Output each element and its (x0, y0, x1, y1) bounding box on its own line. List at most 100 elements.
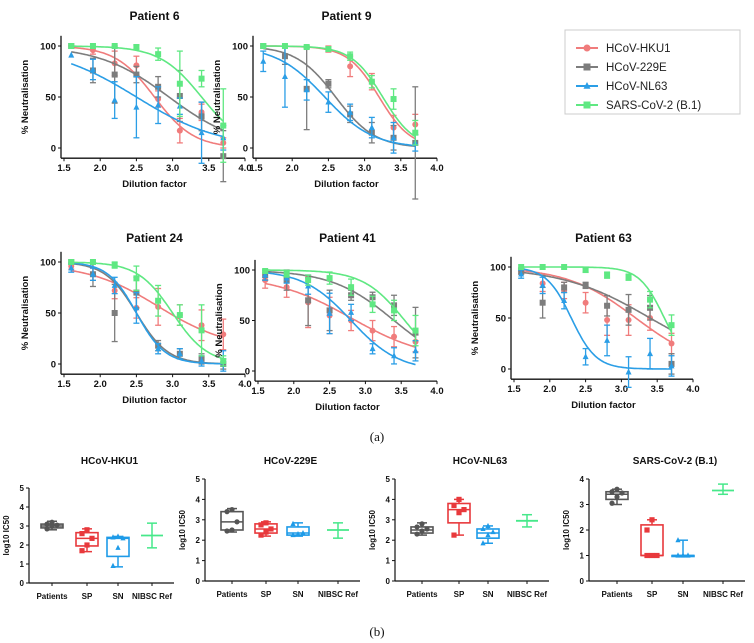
data-point (675, 537, 681, 543)
data-point (155, 297, 162, 304)
data-point (609, 489, 615, 495)
square-icon (583, 63, 591, 71)
y-axis-label: log10 IC50 (562, 509, 571, 550)
data-point (604, 302, 611, 309)
series-sars-cov-2-b-1- (518, 264, 675, 336)
y-tick-label: 50 (239, 316, 250, 327)
y-tick-label: 3 (196, 516, 201, 525)
y-tick-label: 4 (386, 495, 391, 504)
data-point (480, 540, 486, 546)
data-point (668, 340, 675, 347)
data-point (262, 271, 269, 278)
fit-curve (265, 282, 416, 348)
data-point (155, 101, 162, 108)
y-tick-label: 0 (580, 577, 585, 586)
y-tick-label: 1 (580, 552, 585, 561)
y-tick-label: 50 (495, 314, 506, 325)
data-point (79, 548, 85, 554)
data-point (325, 46, 332, 53)
x-tick-label: 4.0 (686, 384, 699, 395)
data-point (325, 98, 332, 105)
data-point (369, 327, 376, 334)
data-point (133, 103, 140, 110)
y-tick-label: 4 (580, 475, 585, 484)
y-tick-label: 100 (232, 42, 248, 53)
x-tick-label: 2.0 (286, 163, 299, 174)
data-point (561, 284, 568, 291)
y-tick-label: 5 (196, 475, 201, 484)
data-point (368, 78, 375, 85)
data-point (111, 96, 118, 103)
data-point (84, 542, 90, 548)
fit-curve (71, 45, 224, 122)
fit-curve (521, 266, 673, 333)
data-point (625, 306, 632, 313)
box-sn (671, 537, 695, 558)
box-patients (40, 519, 64, 532)
chart-title: Patient 9 (321, 9, 371, 23)
data-point (305, 297, 312, 304)
y-axis-label: % Neutralisation (20, 276, 31, 351)
data-point (412, 129, 419, 136)
legend-label: SARS-CoV-2 (B.1) (606, 100, 701, 112)
data-point (295, 530, 301, 537)
data-point (369, 301, 376, 308)
fit-curve (265, 270, 416, 338)
x-tick-label: SP (261, 590, 272, 599)
chart-patient-9: Patient 9 1.5 2.0 2.5 3.0 3.5 4.0 0 50 100 Dilutio… (212, 9, 444, 200)
data-point (111, 43, 118, 49)
fit-curve (71, 261, 224, 360)
x-axis-label: Dilution factor (571, 400, 636, 411)
box-sp (640, 517, 664, 559)
legend-item: SARS-CoV-2 (B.1) (576, 100, 701, 112)
data-point (155, 345, 162, 352)
y-axis-label: % Neutralisation (214, 283, 225, 358)
data-point (326, 275, 333, 282)
data-point (368, 124, 375, 130)
x-tick-label: SP (647, 590, 658, 599)
fit-curve (71, 269, 224, 339)
data-point (668, 322, 675, 329)
chart-patient-6: Patient 6 1.5 2.0 2.5 3.0 3.5 4.0 0 50 100 Dilutio… (20, 9, 252, 190)
data-point (115, 544, 121, 550)
box-patients (410, 521, 434, 537)
legend-label: HCoV-HKU1 (606, 43, 671, 55)
data-point (347, 53, 354, 60)
y-tick-label: 0 (501, 365, 506, 376)
y-tick-label: 100 (40, 42, 56, 53)
data-point (456, 496, 462, 502)
box-sp (447, 496, 471, 538)
data-point (518, 264, 525, 270)
data-point (68, 51, 75, 58)
data-point (561, 297, 568, 304)
y-tick-label: 100 (490, 263, 506, 274)
data-point (326, 309, 333, 316)
data-point (268, 526, 274, 532)
x-tick-label: 1.5 (249, 163, 263, 174)
fit-curve (262, 52, 416, 147)
x-tick-label: 4.0 (430, 386, 443, 397)
x-tick-label: 3.5 (395, 386, 409, 397)
data-point (582, 282, 589, 289)
data-point (133, 44, 140, 51)
data-point (480, 525, 486, 532)
data-point (44, 521, 50, 527)
x-tick-label: 2.0 (94, 379, 107, 390)
chart-sars-cov-2-b-1-: SARS-CoV-2 (B.1) 0 1 2 3 4 log10 IC50 Patients S… (562, 456, 745, 599)
x-tick-label: Patients (601, 590, 633, 599)
data-point (518, 270, 525, 277)
y-axis-label: log10 IC50 (2, 515, 11, 556)
x-tick-label: NIBSC Ref (318, 590, 358, 599)
data-point (451, 532, 457, 538)
y-tick-label: 0 (386, 577, 391, 586)
x-tick-label: 3.0 (166, 379, 179, 390)
data-point (263, 520, 269, 526)
y-tick-label: 1 (20, 560, 25, 569)
data-point (609, 500, 615, 506)
data-point (451, 502, 457, 509)
x-tick-label: 4.0 (430, 163, 443, 174)
data-point (258, 532, 264, 538)
x-tick-label: 1.5 (57, 163, 71, 174)
data-point (390, 96, 397, 103)
y-tick-label: 5 (386, 475, 391, 484)
